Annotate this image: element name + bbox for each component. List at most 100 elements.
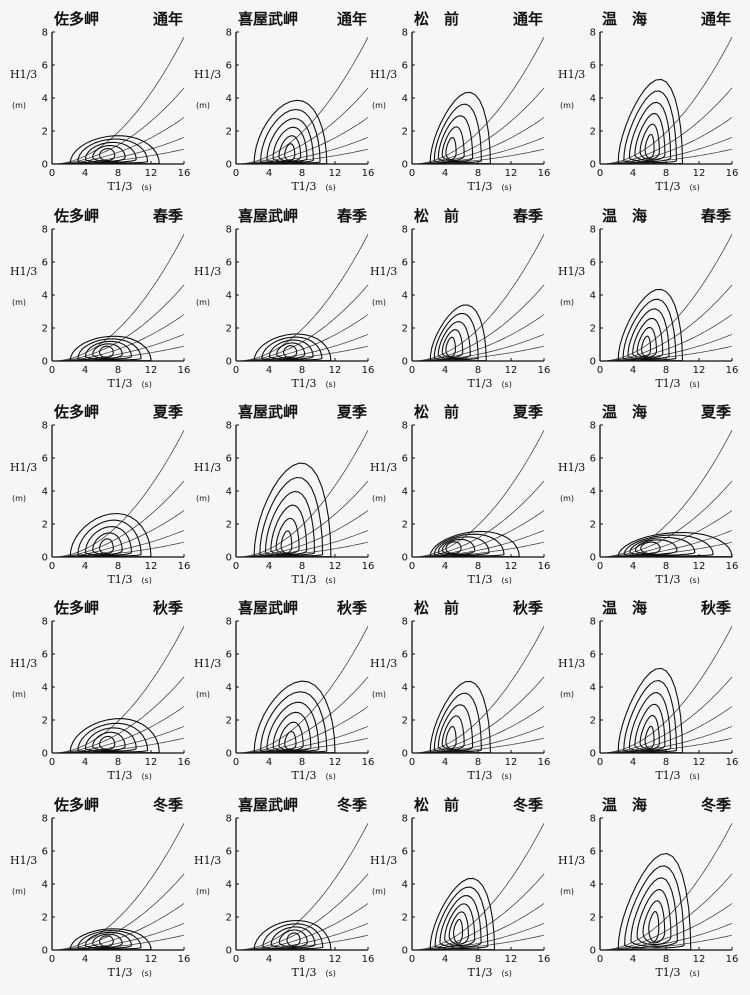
contour-line [272,126,308,163]
x-tick-label: 4 [266,168,272,179]
contour-line [433,312,479,361]
panel-title-season: 春季 [337,207,367,225]
contour-line [264,490,316,556]
x-axis-unit: (s) [689,576,699,585]
x-tick-label: 0 [49,757,55,768]
x-tick-label: 4 [442,365,448,376]
panel-title-station: 温 海 [602,796,647,814]
contour-line [259,476,324,557]
x-tick-label: 8 [299,954,305,965]
y-tick-label: 2 [590,324,596,335]
steepness-curve [240,626,369,754]
y-axis-label: H1/3 [194,854,221,867]
x-tick-label: 12 [505,954,518,965]
contour-line [644,133,655,159]
x-tick-label: 12 [505,757,518,768]
y-axis-unit: (m) [196,101,210,110]
x-tick-label: 16 [178,561,191,572]
y-tick-label: 6 [226,61,232,72]
x-tick-label: 8 [663,757,669,768]
contour-line [445,336,456,358]
panel-title-season: 通年 [337,10,367,28]
x-tick-label: 12 [145,757,158,768]
contour-line [629,536,696,556]
x-axis-label: T1/3 [107,377,132,390]
steepness-curve [56,137,185,165]
x-tick-label: 12 [329,561,342,572]
chart-panel: 温 海春季0 4 8 12 1602468T1/3 (s)H1/3(m) [558,207,738,390]
y-tick-label: 2 [590,716,596,727]
contour-line [648,911,660,942]
x-tick-label: 16 [362,168,375,179]
y-axis-unit: (m) [372,887,386,896]
y-tick-label: 4 [402,683,408,694]
x-axis-unit: (s) [325,772,335,781]
contour-line [433,103,482,164]
y-tick-label: 0 [590,357,596,368]
panel-title-station: 温 海 [602,10,647,28]
contour-line [84,526,133,556]
x-axis-label: T1/3 [655,573,680,586]
y-axis-unit: (m) [560,494,574,503]
y-tick-label: 2 [42,913,48,924]
y-tick-label: 0 [590,749,596,760]
x-tick-label: 16 [178,954,191,965]
x-tick-label: 4 [82,561,88,572]
y-axis-unit: (m) [372,298,386,307]
y-tick-label: 2 [590,520,596,531]
x-tick-label: 0 [597,757,603,768]
contour-line [623,534,714,557]
contour-line [283,345,298,359]
x-axis-unit: (s) [689,772,699,781]
y-tick-label: 0 [402,946,408,957]
contour-line [437,536,490,556]
contour-line [634,112,666,161]
x-tick-label: 8 [475,365,481,376]
x-tick-label: 0 [597,168,603,179]
panel-title-season: 夏季 [700,403,731,421]
y-tick-label: 6 [226,258,232,269]
steepness-curve [56,510,185,558]
contour-line [434,886,489,949]
y-tick-label: 0 [590,946,596,957]
y-tick-label: 4 [402,880,408,891]
contour-line [99,345,114,359]
y-tick-label: 4 [42,683,48,694]
y-tick-label: 6 [402,258,408,269]
y-tick-label: 6 [402,454,408,465]
y-axis-unit: (m) [12,690,26,699]
x-tick-label: 4 [442,561,448,572]
contour-line [445,725,457,750]
y-tick-label: 6 [590,258,596,269]
y-axis-label: H1/3 [558,461,585,474]
panel-title-season: 春季 [513,207,543,225]
steepness-curve [416,480,545,558]
x-tick-label: 8 [115,561,121,572]
x-tick-label: 8 [299,561,305,572]
x-tick-label: 12 [505,168,518,179]
x-tick-label: 0 [409,365,415,376]
contour-line [433,533,505,557]
contour-line [92,343,123,359]
x-axis-unit: (s) [325,576,335,585]
y-axis-label: H1/3 [558,68,585,81]
x-tick-label: 0 [233,168,239,179]
y-tick-label: 0 [226,553,232,564]
y-tick-label: 6 [402,847,408,858]
x-axis-label: T1/3 [467,769,492,782]
x-tick-label: 12 [329,168,342,179]
contour-line [92,532,123,555]
panel-title-season: 冬季 [153,796,183,814]
steepness-curve [416,923,545,951]
steepness-curve [56,706,185,754]
panel-title-season: 冬季 [513,796,543,814]
x-tick-label: 0 [49,168,55,179]
contour-line [84,931,133,949]
x-tick-label: 8 [475,168,481,179]
chart-panel: 松 前夏季0 4 8 12 1602468T1/3 (s)H1/3(m) [370,403,550,586]
